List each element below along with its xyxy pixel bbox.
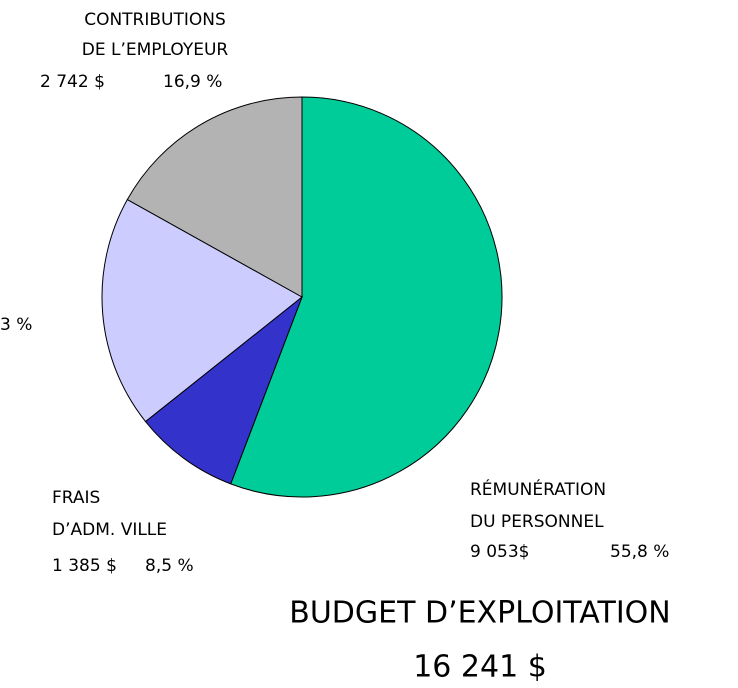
slice-label: DE L’EMPLOYEUR bbox=[82, 40, 229, 60]
pie-slice bbox=[101, 198, 303, 423]
slice-label: CONTRIBUTIONS bbox=[84, 10, 226, 30]
slice-amount: 2 742 $ bbox=[40, 72, 105, 92]
slice-label: RÉMUNÉRATION bbox=[470, 478, 606, 500]
slice-amount: 9 053$ bbox=[470, 542, 529, 562]
chart-title: BUDGET D’EXPLOITATION bbox=[289, 596, 670, 631]
slice-label: FRAIS bbox=[52, 488, 100, 508]
pie-slice bbox=[126, 96, 303, 298]
slice-amount: 1 385 $ bbox=[52, 556, 117, 576]
slice-label: DU PERSONNEL bbox=[470, 512, 604, 532]
slice-label: D’ADM. VILLE bbox=[52, 520, 167, 540]
value-label: 16,9 % bbox=[163, 72, 222, 92]
pie-slice bbox=[144, 295, 304, 485]
value-label: 8,5 % bbox=[145, 556, 194, 576]
pie-slice bbox=[230, 96, 503, 498]
chart-subtitle: 16 241 $ bbox=[413, 650, 547, 685]
value-label: 55,8 % bbox=[610, 542, 669, 562]
annotation: 3 % bbox=[0, 315, 32, 335]
